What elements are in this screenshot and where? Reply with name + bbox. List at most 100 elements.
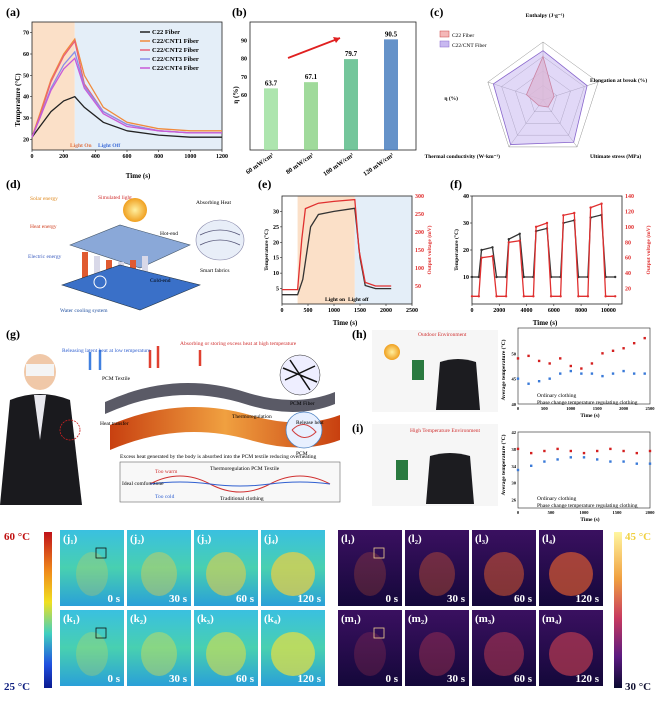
f-point [600,202,603,205]
a-xtick-label: 600 [123,154,132,160]
d-heat-energy: Heat energy [30,224,57,230]
i-ytick-label: 38 [512,447,517,452]
f-point [549,295,553,298]
thermal-camera-h [412,360,424,380]
i-ytick-label: 42 [512,430,517,435]
i-point [635,462,638,465]
thermal-image [60,530,124,606]
panel-i-label: (i) [352,421,363,435]
h-ytick-label: 40 [512,402,517,407]
pcm-icon [285,411,323,449]
f-xtick-label: 2000 [493,308,505,314]
f-xtick-label: 10000 [601,308,616,314]
f-point [491,246,494,249]
thermal-label: (m₃) [475,613,495,625]
thermal-grid: (j₁) 0 s (j₂) 30 s (j₃) 60 s (j₄) 120 s (k₁) 0 s (… [60,530,603,686]
cb-right-min: 30 °C [625,681,651,693]
i-point [516,468,520,472]
roi-box [95,547,107,559]
f-xtick-label: 0 [471,308,474,314]
d-smart-fabrics: Smart fabrics [200,267,229,274]
legend-c22cnt: C22/CNT Fiber [452,43,487,49]
i-point [516,447,520,451]
b-value-label: 90.5 [385,30,398,38]
i-point [569,456,572,459]
h-point [611,349,615,352]
f-point [559,295,562,298]
a-xtick-label: 400 [91,154,100,160]
panel-i-xlabel: Time (s) [580,516,599,523]
i-xtick-label: 1000 [580,510,590,515]
i-point [556,447,559,451]
thermal-section: 60 °C 25 °C 45 °C 30 °C (j₁)0 s(j₂)30 s(… [4,530,651,693]
thermal-label: (j₄) [264,533,279,545]
h-xtick-label: 1500 [593,406,603,411]
thermal-time: 30 s [169,673,188,685]
radar-axis-eta: η (%) [444,95,458,102]
b-value-label: 79.7 [345,50,358,58]
radar-axis-conductivity: Thermal conductivity (W·km⁻¹) [425,153,501,160]
d-absorbing-heat: Absorbing Heat [196,200,231,206]
thermal-camera-i [396,460,408,480]
h-xtick-label: 500 [541,406,549,411]
e-ytick-label: 15 [273,256,279,262]
panel-b-trend-arrow [287,37,341,59]
i-point [569,449,572,453]
g-excess-heat: Excess heat generated by the body is abs… [120,454,317,460]
panel-f-xlabel: Time (s) [533,319,558,327]
i-ytick-label: 30 [512,481,517,486]
thermal-hotspot [271,632,315,676]
h-point [580,367,583,370]
a-series-1 [31,37,222,138]
d-simulated-light: Simulated light [98,195,132,201]
f-point [507,238,511,241]
i-point [556,458,559,461]
a-series-4 [31,57,222,138]
f-point [495,295,498,298]
thermal-hotspot [206,632,246,676]
h-point [632,372,636,375]
f-point [507,241,511,244]
panel-b: (b) η (%) 60 70 80 90 63.7 60 mW/cm² 67.1 80 mW… [232,5,417,178]
thermal-label: (l₄) [542,533,556,545]
thermal-time: 60 s [514,593,533,605]
f-y2tick-label: 40 [625,271,631,277]
panel-h-xlabel: Time (s) [580,412,599,419]
panel-f-y2label: Output voltage (mV) [645,225,652,274]
b-bar [384,39,398,150]
h-frame [517,327,651,405]
i-point [648,462,652,465]
legend-swatch-c22 [439,30,450,38]
d-hot-end: Hot-end [160,231,178,237]
thermal-label: (m₂) [408,613,428,625]
e-ytick-label: 25 [273,225,279,231]
thermal-hotspot [206,552,246,596]
a-legend-label: C22/CNT4 Fiber [152,65,199,72]
b-ytick-label: 90 [241,38,247,44]
f-point [480,248,483,252]
f-point [518,239,521,242]
e-y2tick-label: 50 [415,284,421,290]
thermal-hotspot [484,632,524,676]
a-ytick-label: 60 [23,52,29,58]
b-bar [264,88,278,150]
cb-left-max: 60 °C [4,531,30,543]
thermal-hotspot [484,552,524,596]
b-ytick-label: 70 [241,75,247,81]
panel-c: (c) C22 Fiber C22/CNT Fiber Enthalpy (J·… [425,5,648,160]
a-xtick-label: 800 [154,154,163,160]
panel-h-label: (h) [352,327,367,341]
traditional-curve [149,475,331,493]
f-point [586,295,590,298]
f-xtick-label: 4000 [521,308,533,314]
sun-icon [123,198,147,222]
i-point [582,456,586,459]
b-ytick-label: 60 [241,93,247,99]
e-xtick-label: 500 [304,308,313,314]
thermal-image [127,610,191,686]
i-point [648,449,652,453]
d-water-cooling: Water cooling system [60,308,108,314]
a-ytick-label: 70 [23,31,29,37]
f-point [613,295,617,298]
i-point [635,451,638,455]
